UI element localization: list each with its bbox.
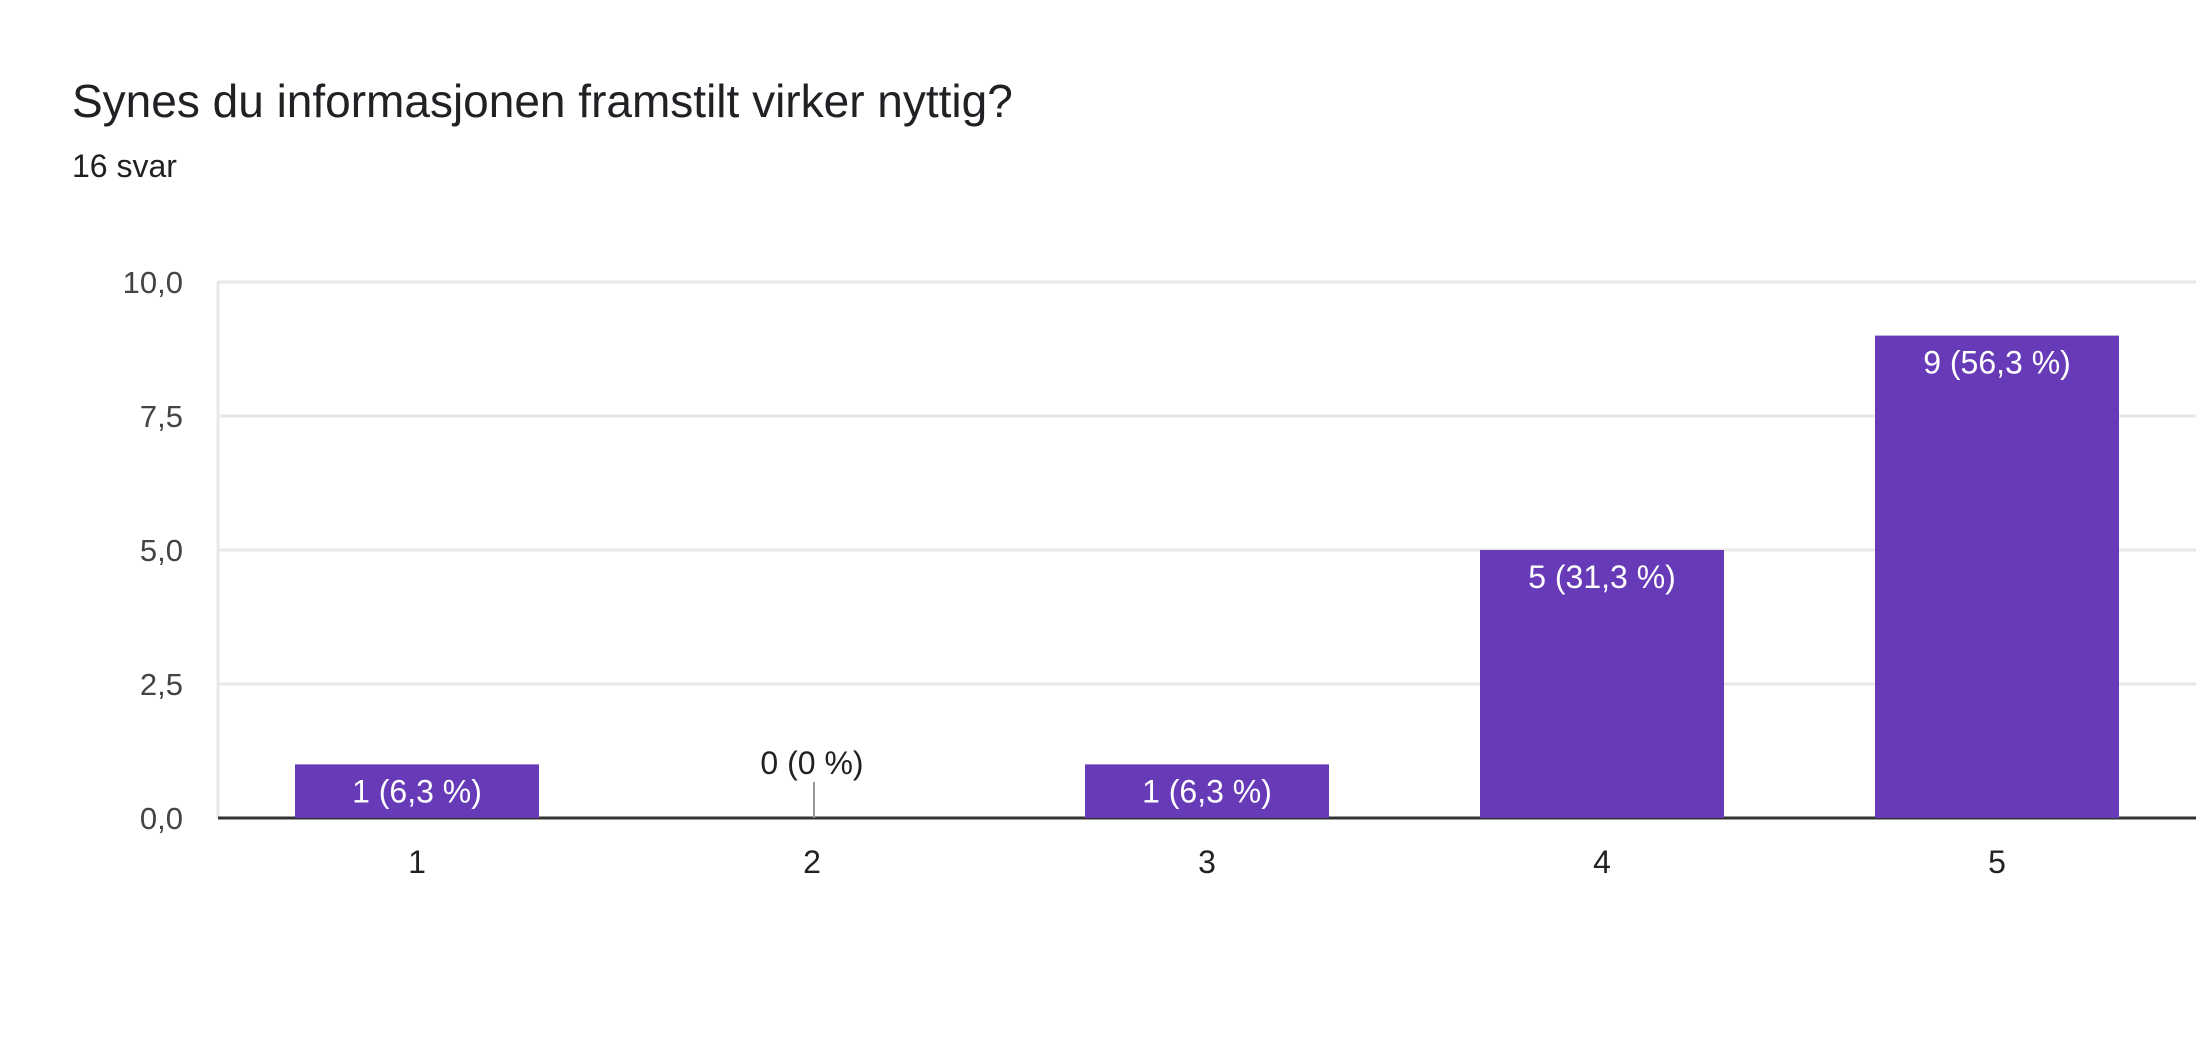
- x-tick-label: 1: [408, 844, 426, 880]
- x-tick-label: 3: [1198, 844, 1216, 880]
- gridlines: [216, 280, 2196, 818]
- x-tick-label: 4: [1593, 844, 1611, 880]
- chart-title: Synes du informasjonen framstilt virker …: [72, 75, 1013, 127]
- bar: [1085, 764, 1329, 818]
- y-tick-label: 0,0: [140, 801, 183, 836]
- x-tick-label: 5: [1988, 844, 2006, 880]
- x-tick-label: 2: [803, 844, 821, 880]
- y-tick-label: 5,0: [140, 533, 183, 568]
- bar: [295, 764, 539, 818]
- y-tick-label: 2,5: [140, 667, 183, 702]
- bar-value-label: 1 (6,3 %): [352, 773, 482, 809]
- bar: [1480, 550, 1724, 818]
- bar-value-label: 9 (56,3 %): [1923, 345, 2071, 381]
- x-axis: 1 2 3 4 5: [408, 844, 2006, 880]
- y-tick-label: 10,0: [123, 265, 183, 300]
- bar-value-label: 0 (0 %): [760, 745, 863, 781]
- y-tick-label: 7,5: [140, 399, 183, 434]
- bar: [1875, 335, 2119, 818]
- bar-value-label: 1 (6,3 %): [1142, 773, 1272, 809]
- data-labels: 1 (6,3 %) 0 (0 %) 1 (6,3 %) 5 (31,3 %) 9 (56…: [352, 345, 2071, 810]
- bar-value-label: 5 (31,3 %): [1528, 559, 1676, 595]
- bars: [295, 335, 2119, 818]
- response-count: 16 svar: [72, 148, 177, 184]
